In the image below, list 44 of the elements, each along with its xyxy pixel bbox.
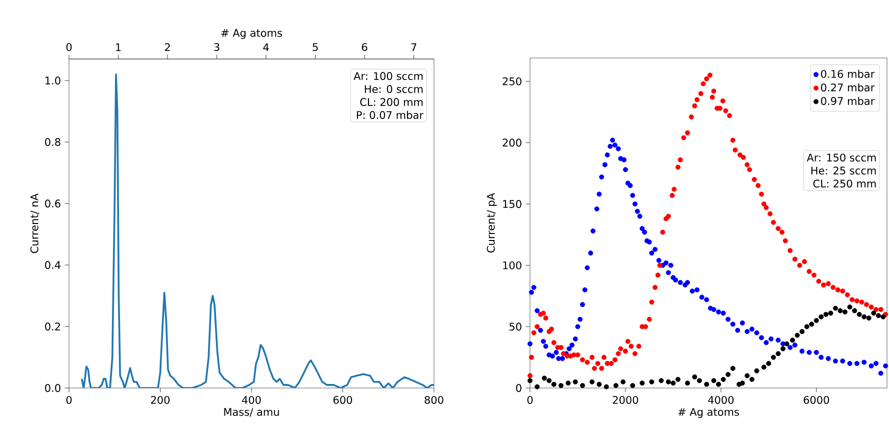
x2-tick-label: 6 xyxy=(362,43,368,52)
x-tick-label: 6000 xyxy=(804,396,830,404)
y-axis-title: Current/ nA xyxy=(30,194,40,253)
annotation: P: 0.07 mbar xyxy=(356,110,424,120)
x2-tick-label: 2 xyxy=(164,43,170,52)
x2-tick-label: 3 xyxy=(214,43,220,52)
y-tick-label: 250 xyxy=(502,77,522,86)
annotation: Ar: 100 sccm xyxy=(354,72,423,80)
annotation: He: 0 sccm xyxy=(364,85,423,94)
y-tick-label: 200 xyxy=(502,138,522,147)
legend-label: 0.97 mbar xyxy=(821,96,875,105)
y-tick-label: 150 xyxy=(503,200,522,208)
x-tick-label: 800 xyxy=(424,396,444,404)
x2-tick-label: 5 xyxy=(312,43,318,52)
annotation: He: 25 sccm xyxy=(811,166,876,175)
x-axis-title: # Ag atoms xyxy=(678,408,739,418)
y-tick-label: 0.8 xyxy=(45,138,60,146)
x2-tick-label: 7 xyxy=(411,43,416,52)
annotation: CL: 250 mm xyxy=(813,180,876,188)
x-tick-label: 200 xyxy=(150,396,170,404)
annotation: CL: 200 mm xyxy=(360,98,423,106)
x-tick-label: 0 xyxy=(66,396,72,404)
x-tick-label: 2000 xyxy=(612,396,638,404)
y-tick-label: 0.2 xyxy=(45,322,60,330)
annotation: Ar: 150 sccm xyxy=(806,154,876,162)
x-tick-label: 600 xyxy=(333,396,352,404)
x-tick-label: 0 xyxy=(527,396,533,404)
x2-tick-label: 0 xyxy=(66,43,72,52)
y-tick-label: 1.0 xyxy=(46,76,60,84)
y-tick-label: 0.4 xyxy=(45,261,60,269)
y-tick-label: 50 xyxy=(510,322,522,331)
legend-label: 0.16 mbar xyxy=(821,70,875,78)
y-tick-label: 0 xyxy=(516,384,522,392)
x-axis-title: Mass/ amu xyxy=(224,408,279,417)
x-tick-label: 4000 xyxy=(708,396,734,404)
y-tick-label: 0.6 xyxy=(45,200,60,208)
x2-axis-title: # Ag atoms xyxy=(221,29,282,39)
y-tick-label: 100 xyxy=(503,261,522,270)
x2-tick-label: 4 xyxy=(263,43,269,52)
x-tick-label: 400 xyxy=(242,396,261,404)
x2-tick-label: 1 xyxy=(116,43,121,52)
y-axis-title: Current/ pA xyxy=(486,193,497,252)
y-tick-label: 0.0 xyxy=(45,384,60,392)
legend-label: 0.27 mbar xyxy=(821,83,875,92)
